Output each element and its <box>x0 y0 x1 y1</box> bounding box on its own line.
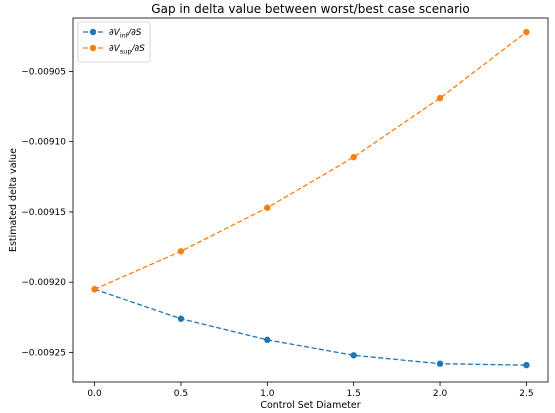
x-axis-label: Control Set Diameter <box>260 400 360 411</box>
chart-title: Gap in delta value between worst/best ca… <box>151 2 469 16</box>
legend-marker-inf <box>89 28 97 36</box>
data-point-sup <box>350 153 357 161</box>
data-point-inf <box>177 315 185 322</box>
y-tick-label: −0.00915 <box>21 208 66 218</box>
y-tick-label: −0.00905 <box>21 67 66 77</box>
legend-label-tail: /∂S <box>127 28 142 38</box>
y-axis: −0.00925 −0.00920 −0.00915 −0.00910 −0.00905 <box>21 67 73 358</box>
x-tick-label: 0.0 <box>87 389 102 399</box>
data-point-sup <box>523 28 530 36</box>
series-layer <box>91 28 530 369</box>
legend-label-tail: /∂S <box>130 44 145 54</box>
legend-label-inf: ∂Vinf/∂S <box>109 28 142 40</box>
series-line-sup <box>94 31 527 290</box>
x-tick-label: 2.5 <box>519 389 533 399</box>
plot-frame <box>72 17 549 383</box>
data-point-sup <box>264 204 271 211</box>
series-line-inf <box>94 288 527 366</box>
legend-label-sub: inf <box>120 32 129 40</box>
data-point-sup <box>177 248 185 255</box>
legend-label-sup: ∂Vsup/∂S <box>109 44 145 56</box>
y-tick-label: −0.00920 <box>21 278 66 288</box>
legend: ∂Vinf/∂S∂Vsup/∂S <box>77 21 151 63</box>
y-axis-label: Estimated delta value <box>8 148 19 252</box>
data-point-inf <box>523 361 530 369</box>
data-point-sup <box>91 286 98 293</box>
x-tick-label: 2.0 <box>433 389 448 399</box>
y-tick-label: −0.00925 <box>21 348 66 358</box>
legend-label-main: ∂V <box>109 28 121 38</box>
x-tick-label: 1.0 <box>260 389 275 399</box>
y-tick-label: −0.00910 <box>21 138 66 148</box>
legend-label-sub: sup <box>120 48 132 56</box>
legend-label-main: ∂V <box>109 44 121 54</box>
x-tick-label: 1.5 <box>347 389 361 399</box>
data-point-inf <box>436 360 444 367</box>
x-tick-label: 0.5 <box>174 389 188 399</box>
data-point-inf <box>264 336 271 344</box>
data-point-sup <box>436 94 444 102</box>
legend-marker-sup <box>89 44 97 52</box>
x-axis: 0.0 0.5 1.0 1.5 2.0 2.5 <box>87 382 534 399</box>
data-point-inf <box>350 352 357 359</box>
